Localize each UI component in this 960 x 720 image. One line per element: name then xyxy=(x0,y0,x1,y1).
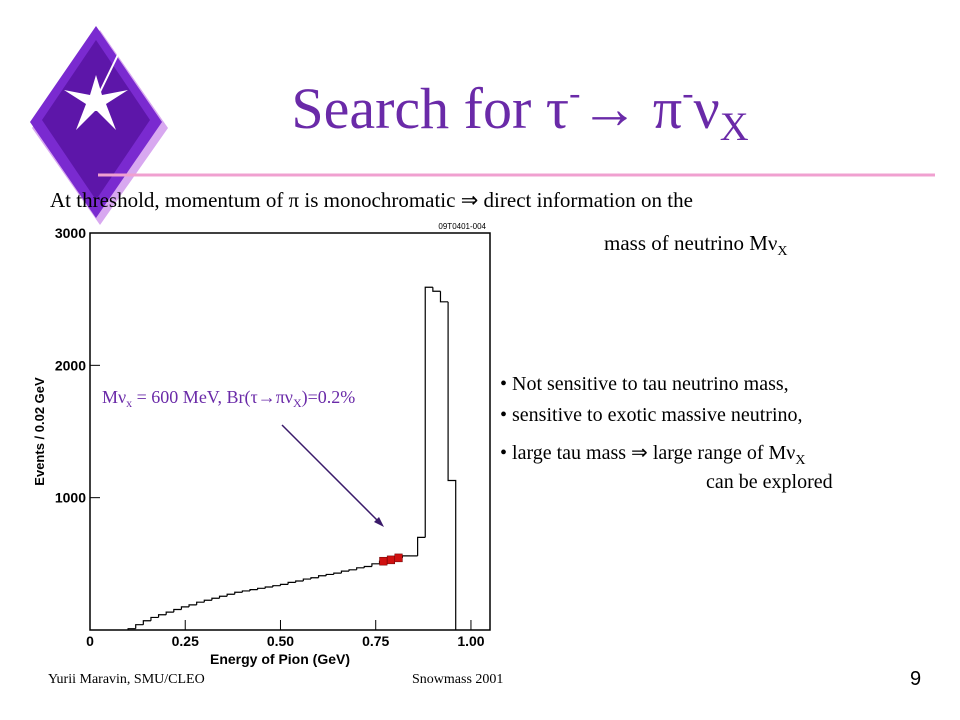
plot-id: 09T0401-004 xyxy=(438,222,486,231)
histogram-step xyxy=(279,583,289,586)
x-tick-label: 0.50 xyxy=(267,633,294,649)
histogram-step xyxy=(173,608,182,613)
histogram-step xyxy=(348,569,357,572)
histogram-step xyxy=(310,577,319,580)
histogram-step xyxy=(135,624,144,629)
bullet-cont: can be explored xyxy=(706,471,833,493)
bullet: • sensitive to exotic massive neutrino, xyxy=(500,404,803,426)
arrow-head xyxy=(374,517,384,527)
signal-bin xyxy=(394,553,403,563)
x-tick-label: 0.75 xyxy=(362,633,389,649)
histogram-step xyxy=(264,586,273,589)
bullet: • large tau mass ⇒ large range of MνX xyxy=(500,442,805,468)
bullets: • Not sensitive to tau neutrino mass, • … xyxy=(500,373,833,493)
histogram-step xyxy=(356,567,365,570)
histogram-step xyxy=(218,595,228,599)
bullet: • Not sensitive to tau neutrino mass, xyxy=(500,373,789,395)
histogram-step xyxy=(287,581,296,585)
histogram-step xyxy=(432,287,441,292)
y-tick-label: 1000 xyxy=(55,490,86,506)
histogram-step xyxy=(439,291,449,303)
histogram-step xyxy=(325,573,334,576)
histogram-step xyxy=(180,606,190,610)
x-tick-label: 0 xyxy=(86,633,94,649)
histogram-step xyxy=(165,611,174,615)
histogram-step xyxy=(371,563,380,567)
histogram-step xyxy=(142,620,151,625)
signal-bin xyxy=(386,555,396,565)
histogram-step xyxy=(211,597,220,601)
histogram-step xyxy=(188,604,197,607)
intro-line: mass of neutrino MνX xyxy=(604,231,788,259)
histogram-step xyxy=(234,591,243,595)
page-number: 9 xyxy=(910,668,921,690)
histogram-step xyxy=(150,616,159,621)
histogram-step xyxy=(401,555,410,558)
histogram-step xyxy=(424,286,433,538)
y-tick-label: 3000 xyxy=(55,225,86,241)
y-axis-label: Events / 0.02 GeV xyxy=(32,377,47,486)
annotation: Mνx = 600 MeV, Br(τ→πνX)=0.2% xyxy=(102,387,355,410)
histogram-step xyxy=(226,593,235,597)
y-tick-label: 2000 xyxy=(55,357,86,373)
x-tick-label: 1.00 xyxy=(457,633,484,649)
histogram-step xyxy=(157,614,167,618)
histogram-step xyxy=(333,572,342,575)
histogram-step xyxy=(196,601,205,605)
histogram-step xyxy=(241,590,250,593)
histogram-step xyxy=(302,578,311,582)
histogram-step xyxy=(272,585,281,587)
histogram-step xyxy=(249,589,258,591)
footer-event: Snowmass 2001 xyxy=(412,672,503,687)
histogram-step xyxy=(363,565,372,568)
histogram-step xyxy=(417,536,426,556)
histogram-step xyxy=(127,628,136,630)
x-axis-label: Energy of Pion (GeV) xyxy=(210,651,350,667)
chart: 0 0.25 0.50 0.75 1.00 1000 2000 3000 Energy of P… xyxy=(32,222,491,667)
histogram-step xyxy=(317,575,327,578)
plot-frame xyxy=(89,232,491,631)
histogram-step xyxy=(447,301,457,630)
slide-title: Search for τ-→ π-νX xyxy=(291,75,748,149)
histogram-step xyxy=(257,587,266,590)
signal-bin xyxy=(379,556,388,566)
histogram-step xyxy=(295,580,304,583)
x-tick-label: 0.25 xyxy=(172,633,199,649)
footer-author: Yurii Maravin, SMU/CLEO xyxy=(48,672,205,687)
histogram-step xyxy=(203,599,212,603)
intro-line: At threshold, momentum of π is monochrom… xyxy=(50,188,693,212)
histogram-step xyxy=(340,570,350,574)
annotation-arrow xyxy=(281,424,383,526)
